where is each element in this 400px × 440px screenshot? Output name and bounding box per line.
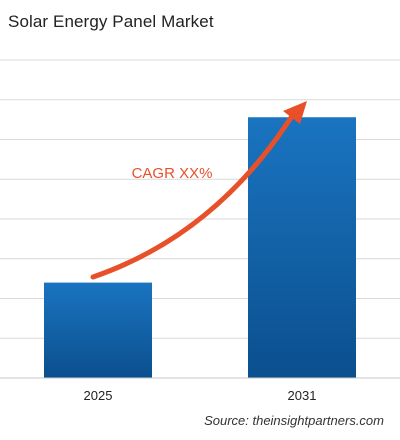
source-note: Source: theinsightpartners.com: [204, 413, 384, 428]
growth-arrow-head: [283, 101, 307, 124]
x-tick-label: 2031: [288, 388, 317, 403]
bar-2025: [44, 282, 152, 378]
x-tick-label: 2025: [84, 388, 113, 403]
chart-title: Solar Energy Panel Market: [8, 12, 214, 31]
x-tick-labels: 2025 2031: [84, 388, 317, 403]
bar-2031: [248, 117, 356, 379]
cagr-annotation: CAGR XX%: [132, 165, 213, 182]
growth-arrow-curve: [90, 113, 295, 280]
bars: [44, 117, 356, 379]
